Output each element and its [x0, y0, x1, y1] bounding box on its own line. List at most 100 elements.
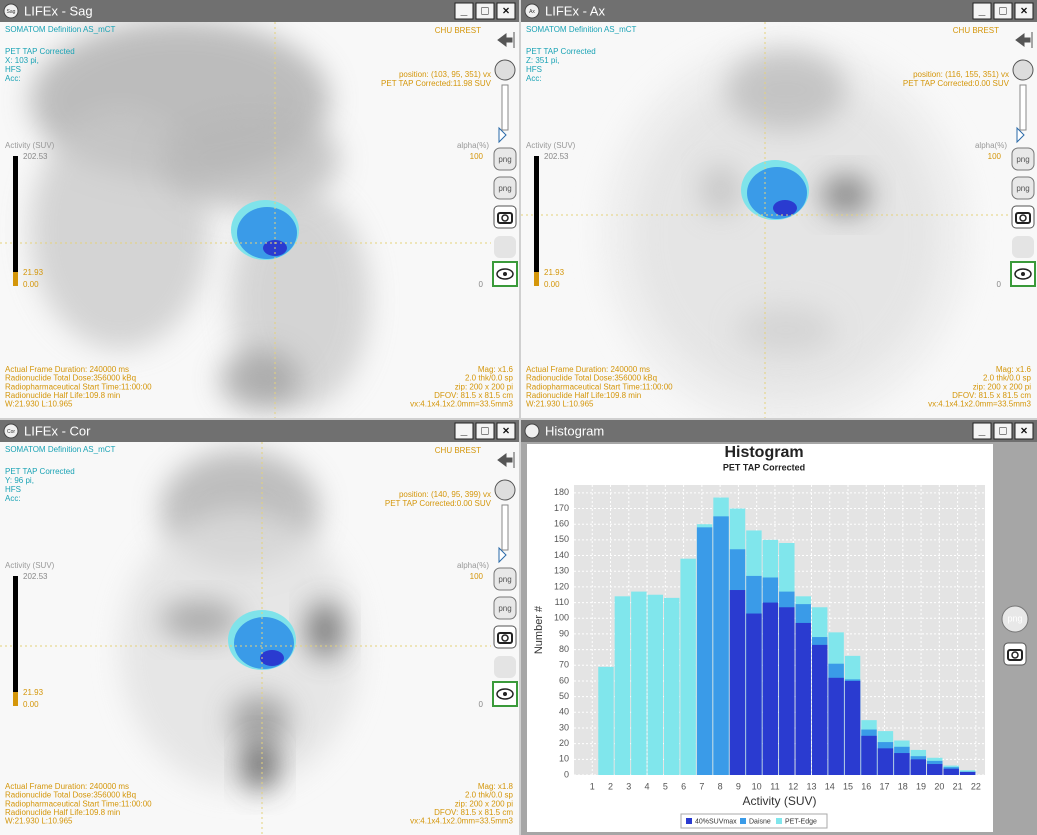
window-button-label[interactable]: ×: [1020, 4, 1027, 18]
x-tick-label: 8: [718, 781, 723, 791]
activity-min: 0.00: [544, 280, 560, 289]
export-png-button[interactable]: [493, 147, 517, 171]
export-png-label[interactable]: png: [1016, 184, 1029, 193]
colorbar: [13, 156, 18, 286]
window-button-label[interactable]: _: [978, 4, 986, 18]
disabled-button: [494, 236, 516, 258]
segmentation-40pct: [773, 200, 797, 216]
window-button-label[interactable]: _: [460, 4, 468, 18]
slider-track: [501, 504, 509, 551]
title-bar: [521, 0, 1037, 22]
info-text: Z: 351 pi,: [526, 56, 559, 65]
patient-button[interactable]: [1012, 59, 1034, 81]
x-tick-label: 18: [898, 781, 908, 791]
export-png-label[interactable]: png: [1016, 155, 1029, 164]
export-png-button[interactable]: [493, 596, 517, 620]
y-tick-label: 40: [559, 707, 569, 717]
export-png-label[interactable]: png: [1007, 613, 1022, 623]
window-button[interactable]: [972, 422, 992, 440]
window-button-label[interactable]: _: [978, 424, 986, 438]
export-png-button[interactable]: [493, 567, 517, 591]
window-button[interactable]: [993, 422, 1013, 440]
alpha-label: alpha(%): [457, 561, 489, 570]
footer-text: vx:4.1x4.1x2.0mm=33.5mm3: [410, 817, 513, 826]
window-button[interactable]: [454, 422, 474, 440]
patient-button[interactable]: [494, 479, 516, 501]
footer-text: vx:4.1x4.1x2.0mm=33.5mm3: [410, 400, 513, 409]
window-icon-label: Ax: [529, 9, 535, 15]
window-title: Histogram: [545, 423, 604, 438]
slider-thumb[interactable]: [1016, 126, 1025, 144]
export-png-label[interactable]: png: [498, 155, 511, 164]
window-button-label[interactable]: ×: [502, 4, 509, 18]
window-button[interactable]: [454, 2, 474, 20]
x-tick-label: 2: [608, 781, 613, 791]
window-button[interactable]: [496, 422, 516, 440]
x-tick-label: 15: [843, 781, 853, 791]
window-button-label[interactable]: ×: [502, 424, 509, 438]
patient-button[interactable]: [494, 59, 516, 81]
window-button-label[interactable]: _: [460, 424, 468, 438]
y-tick-label: 180: [554, 487, 569, 497]
title-bar: [0, 420, 519, 442]
back-button[interactable]: [1015, 32, 1033, 48]
window-button[interactable]: [993, 2, 1013, 20]
window-button[interactable]: [1014, 2, 1034, 20]
window-button-label[interactable]: □: [481, 4, 488, 18]
slider-thumb[interactable]: [498, 546, 507, 564]
x-tick-label: 14: [825, 781, 835, 791]
x-tick-label: 13: [806, 781, 816, 791]
viewer-window: SOMATOM Definition AS_mCT PET TAP Correct…: [0, 0, 519, 418]
y-tick-label: 20: [559, 738, 569, 748]
export-png-label[interactable]: png: [498, 575, 511, 584]
footer-text: Radionuclide Total Dose:356000 kBq: [5, 374, 136, 383]
y-tick-label: 10: [559, 754, 569, 764]
window-button[interactable]: [1014, 422, 1034, 440]
y-tick-label: 50: [559, 691, 569, 701]
export-png-button[interactable]: [493, 176, 517, 200]
y-tick-label: 110: [555, 597, 569, 607]
alpha-min: 0: [479, 280, 484, 289]
histogram-bar: [959, 771, 976, 775]
slider-thumb[interactable]: [498, 126, 507, 144]
activity-min: 0.00: [23, 280, 39, 289]
histogram-window: Histogram _ □ × Histogram PET TAP Corrected 0 1…: [521, 420, 1037, 835]
tissue: [160, 110, 340, 210]
back-button[interactable]: [497, 452, 515, 468]
activity-label: Activity (SUV): [526, 141, 576, 150]
window-button-label[interactable]: ×: [1020, 424, 1027, 438]
export-png-button[interactable]: [1011, 147, 1035, 171]
x-tick-label: 11: [770, 781, 779, 791]
export-png-button[interactable]: [1001, 605, 1029, 633]
export-png-label[interactable]: png: [498, 184, 511, 193]
info-text: Acc:: [526, 74, 542, 83]
x-tick-label: 16: [861, 781, 871, 791]
histogram-bar: [631, 591, 647, 775]
window-button-label[interactable]: □: [999, 424, 1006, 438]
activity-min: 0.00: [23, 700, 39, 709]
x-tick-label: 7: [699, 781, 704, 791]
window-button[interactable]: [972, 2, 992, 20]
footer-text: Mag: x1.8: [478, 782, 514, 791]
window-button[interactable]: [475, 2, 495, 20]
viewer-window: SOMATOM Definition AS_mCT PET TAP Correct…: [0, 420, 519, 835]
histogram-bar: [696, 527, 713, 775]
footer-text: W:21.930 L:10.965: [5, 400, 73, 409]
tissue: [160, 600, 240, 640]
x-tick-label: 3: [626, 781, 631, 791]
window-icon: [524, 423, 540, 439]
legend-label: 40%SUVmax: [695, 818, 737, 825]
site-text: CHU BREST: [953, 26, 999, 35]
window-button[interactable]: [496, 2, 516, 20]
window-button-label[interactable]: □: [481, 424, 488, 438]
footer-text: 2.0 thk/0.0 sp: [465, 791, 514, 800]
back-button[interactable]: [497, 32, 515, 48]
window-button[interactable]: [475, 422, 495, 440]
export-png-label[interactable]: png: [498, 604, 511, 613]
export-png-button[interactable]: [1011, 176, 1035, 200]
legend-box: [680, 813, 828, 829]
footer-text: Radiopharmaceutical Start Time:11:00:00: [526, 382, 673, 391]
info-text: X: 103 pi,: [5, 56, 39, 65]
window-button-label[interactable]: □: [999, 4, 1006, 18]
